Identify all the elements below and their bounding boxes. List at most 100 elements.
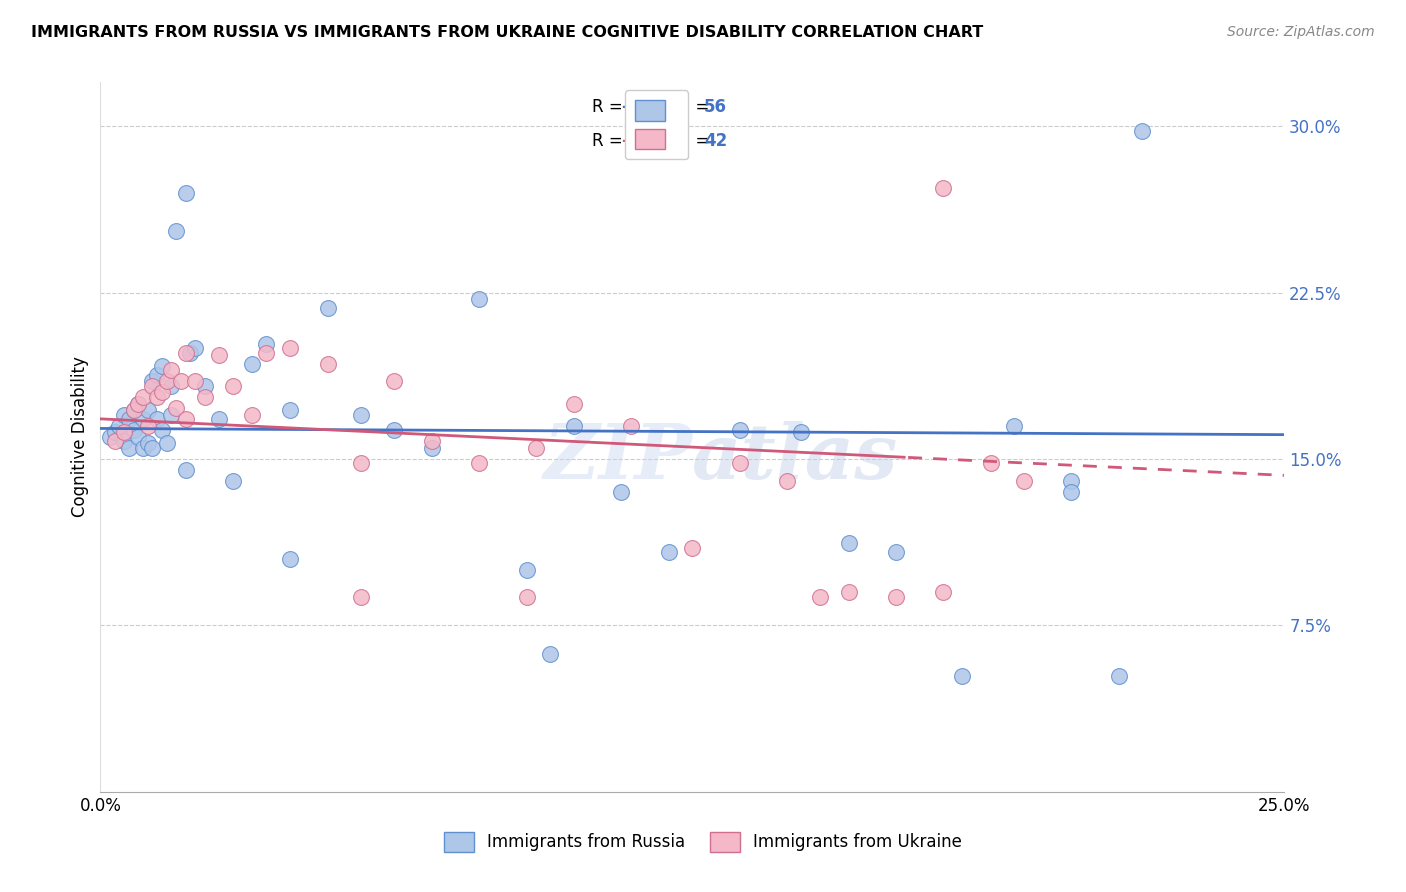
Point [278,551,301,566]
Point [193,378,215,392]
Text: -0.164: -0.164 [621,132,681,150]
Point [174,463,197,477]
Point [112,408,135,422]
Text: R =: R = [592,98,627,116]
Point [103,434,125,449]
Point [103,425,125,440]
Point [156,436,179,450]
Text: ZIP: ZIP [544,421,692,495]
Point [254,345,277,359]
Point [382,423,405,437]
Text: N =: N = [662,98,714,116]
Point [1002,418,1025,433]
Point [208,412,231,426]
Point [132,412,155,426]
Text: -0.017: -0.017 [621,98,681,116]
Text: R =: R = [592,132,627,150]
Point [516,563,538,577]
Point [538,647,561,661]
Point [1130,124,1153,138]
Point [156,375,179,389]
Point [127,396,149,410]
Point [122,423,145,437]
Point [240,408,263,422]
Point [127,396,149,410]
Text: atlas: atlas [692,421,898,495]
Point [136,403,159,417]
Text: 42: 42 [704,132,727,150]
Point [184,341,207,355]
Point [620,418,643,433]
Point [468,457,491,471]
Point [516,590,538,604]
Point [141,375,163,389]
Point [174,345,197,359]
Y-axis label: Cognitive Disability: Cognitive Disability [72,357,89,517]
Text: N =: N = [662,132,714,150]
Point [160,408,183,422]
Point [728,457,751,471]
Point [884,545,907,559]
Point [179,345,201,359]
Point [141,441,163,455]
Point [350,457,373,471]
Point [150,359,173,373]
Point [112,425,135,440]
Point [790,425,813,440]
Point [146,390,169,404]
Point [208,348,231,362]
Point [932,181,955,195]
Point [980,457,1002,471]
Point [254,336,277,351]
Point [278,341,301,355]
Point [658,545,681,559]
Point [1060,474,1083,488]
Point [98,430,121,444]
Point [118,412,141,426]
Point [127,430,149,444]
Point [136,436,159,450]
Point [884,590,907,604]
Point [122,403,145,417]
Point [278,403,301,417]
Point [160,363,183,377]
Point [136,418,159,433]
Point [118,441,141,455]
Point [776,474,799,488]
Text: 56: 56 [704,98,727,116]
Point [610,485,633,500]
Point [165,223,187,237]
Point [420,434,443,449]
Text: Source: ZipAtlas.com: Source: ZipAtlas.com [1227,25,1375,39]
Point [562,418,585,433]
Point [950,669,973,683]
Point [146,368,169,382]
Point [150,423,173,437]
Point [316,357,339,371]
Point [420,441,443,455]
Point [174,186,197,200]
Point [240,357,263,371]
Point [222,474,245,488]
Point [160,378,183,392]
Point [112,434,135,449]
Point [681,541,703,555]
Point [932,585,955,599]
Point [222,378,245,392]
Point [524,441,547,455]
Legend: , : , [626,90,689,160]
Point [468,293,491,307]
Point [382,375,405,389]
Point [146,412,169,426]
Point [1108,669,1130,683]
Point [122,403,145,417]
Point [350,408,373,422]
Point [132,390,155,404]
Point [1060,485,1083,500]
Point [808,590,831,604]
Point [562,396,585,410]
Point [170,375,193,389]
Point [141,378,163,392]
Text: IMMIGRANTS FROM RUSSIA VS IMMIGRANTS FROM UKRAINE COGNITIVE DISABILITY CORRELATI: IMMIGRANTS FROM RUSSIA VS IMMIGRANTS FRO… [31,25,983,40]
Point [838,536,860,550]
